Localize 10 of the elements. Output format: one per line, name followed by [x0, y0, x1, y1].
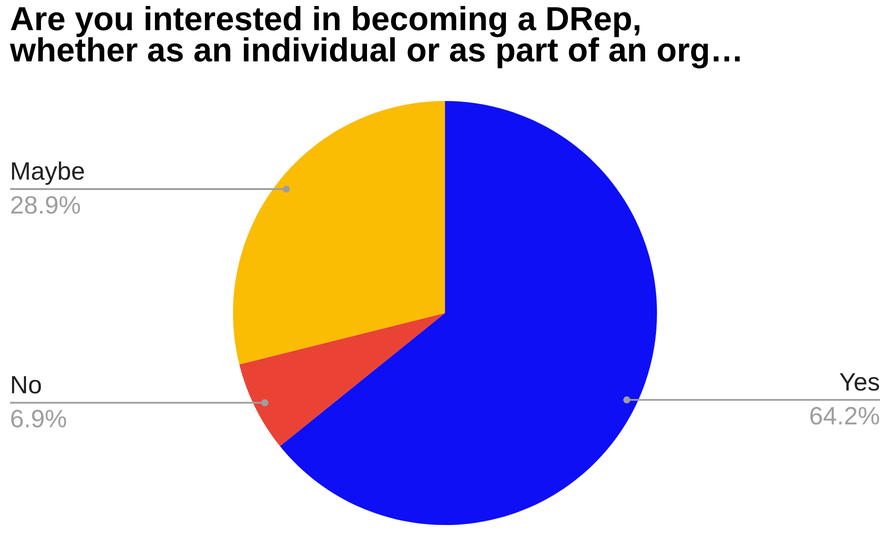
slice-label: Maybe — [12, 162, 84, 185]
pie-slice — [239, 313, 445, 446]
slice-label: Yes — [840, 373, 880, 391]
chart-title: Are you interested in becoming a DRep, whether as an individual or as part of an org… — [10, 6, 740, 68]
data-label: 64.2% — [810, 406, 880, 425]
data-label: 28.9% — [11, 196, 80, 214]
pie-slice — [233, 101, 445, 364]
slice-label: No — [12, 376, 41, 394]
pie-slice — [280, 101, 657, 525]
data-label: 6.9% — [11, 410, 66, 428]
